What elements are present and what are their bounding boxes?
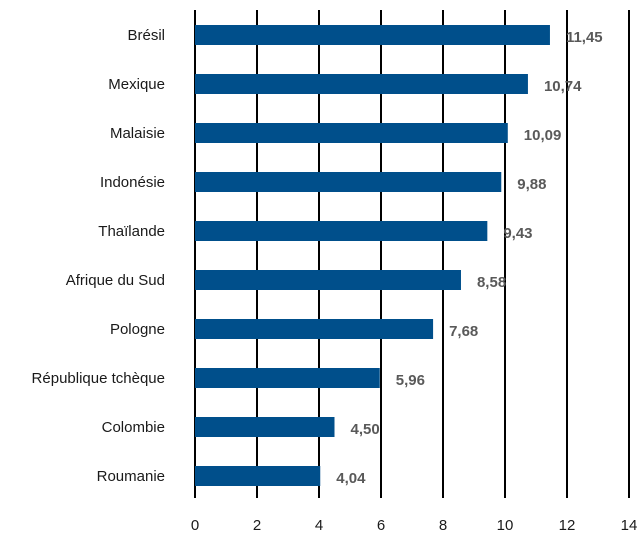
x-tick-label-10: 10 [497,517,514,534]
bar-3 [195,123,508,143]
bar-8 [195,368,380,388]
data-label-7: 7,68 [449,323,478,340]
bar-9 [195,417,335,437]
x-axis-tick-labels: 0 2 4 6 8 10 12 14 [191,517,638,534]
category-label-2: Mexique [108,76,165,93]
bar-1 [195,25,550,45]
x-tick-label-14: 14 [621,517,638,534]
x-tick-label-4: 4 [315,517,323,534]
x-tick-label-12: 12 [559,517,576,534]
category-label-5: Thaïlande [98,223,165,240]
data-labels: 11,45 10,74 10,09 9,88 9,43 8,58 7,68 5,96 4,50 4… [336,29,602,487]
data-label-2: 10,74 [544,78,582,95]
x-tick-label-6: 6 [377,517,385,534]
bar-4 [195,172,502,192]
bars [195,25,550,486]
category-label-3: Malaisie [110,125,165,142]
data-label-9: 4,50 [351,421,380,438]
x-tick-label-0: 0 [191,517,199,534]
data-label-4: 9,88 [517,176,546,193]
data-label-3: 10,09 [524,127,562,144]
category-labels: Brésil Mexique Malaisie Indonésie Thaïlande A… [32,27,165,485]
bar-10 [195,466,321,486]
category-label-10: Roumanie [97,468,165,485]
category-label-4: Indonésie [100,174,165,191]
x-tick-label-8: 8 [439,517,447,534]
data-label-6: 8,58 [477,274,506,291]
data-label-5: 9,43 [503,225,532,242]
category-label-1: Brésil [127,27,165,44]
bar-7 [195,319,434,339]
category-label-6: Afrique du Sud [66,272,165,289]
bar-2 [195,74,528,94]
category-label-8: République tchèque [32,370,165,387]
bar-5 [195,221,488,241]
x-tick-label-2: 2 [253,517,261,534]
category-label-7: Pologne [110,321,165,338]
category-label-9: Colombie [102,419,165,436]
data-label-1: 11,45 [566,29,603,46]
data-label-8: 5,96 [396,372,425,389]
bar-6 [195,270,461,290]
data-label-10: 4,04 [336,470,366,487]
